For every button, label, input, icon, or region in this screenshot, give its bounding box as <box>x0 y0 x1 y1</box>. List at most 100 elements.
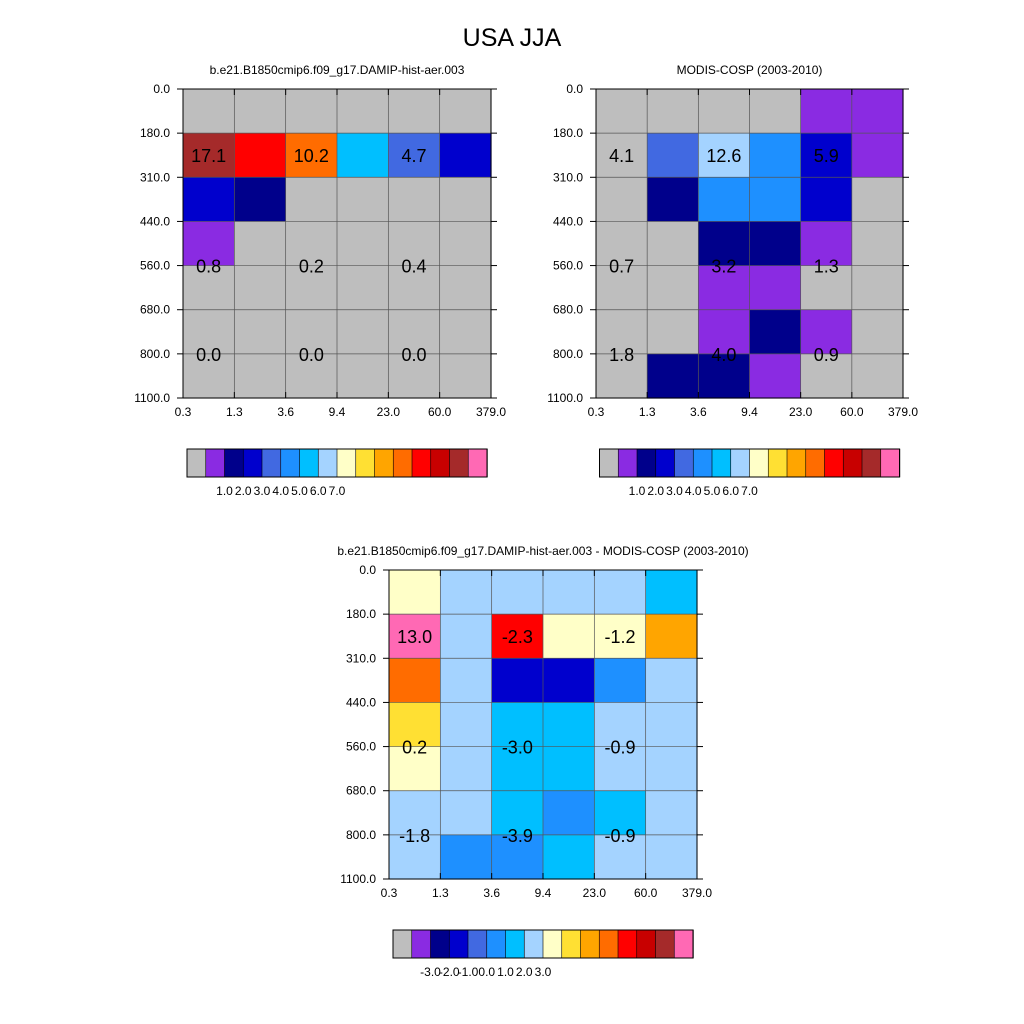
colorbar-swatch <box>598 929 619 959</box>
cells <box>389 570 698 880</box>
cell <box>337 133 389 178</box>
x-tick-label: 60.0 <box>634 886 658 900</box>
x-tick-label: 9.4 <box>535 886 552 900</box>
cell-value: 4.1 <box>609 146 634 166</box>
cell <box>337 265 389 311</box>
cell <box>596 353 648 399</box>
grid-lines <box>389 570 697 879</box>
cell <box>749 353 802 399</box>
cell <box>183 133 235 178</box>
cell <box>596 133 648 178</box>
colorbar: 1.0 2.0 3.0 4.0 5.0 6.0 7.0 <box>599 448 901 498</box>
colorbar-label: 6.0 <box>722 484 739 498</box>
x-tick-label: 9.4 <box>741 405 758 419</box>
cell <box>749 309 802 355</box>
y-tick-label: 680.0 <box>140 303 170 317</box>
colorbar-swatch <box>861 448 882 478</box>
cell <box>596 265 648 311</box>
colorbar-label: 2.0 <box>647 484 664 498</box>
cell <box>647 177 699 223</box>
cell <box>800 353 853 399</box>
cell-value: -0.9 <box>604 826 635 846</box>
colorbar-swatch <box>692 448 713 478</box>
colorbar-swatch <box>617 448 638 478</box>
colorbar-swatch <box>411 448 432 478</box>
cell <box>234 265 287 311</box>
cell <box>389 570 441 615</box>
panel-title: b.e21.B1850cmip6.f09_g17.DAMIP-hist-aer.… <box>210 63 465 77</box>
cell <box>389 746 441 792</box>
cell-value: 1.3 <box>814 257 839 277</box>
cell <box>596 89 648 134</box>
cell <box>851 353 904 399</box>
colorbar-swatch <box>430 448 451 478</box>
colorbar-swatch <box>636 929 657 959</box>
cell <box>234 353 287 399</box>
colorbar-swatch <box>505 929 525 959</box>
y-tick-label: 180.0 <box>553 126 583 140</box>
cell <box>285 309 338 355</box>
colorbar-swatch <box>580 929 600 959</box>
cell <box>388 309 441 355</box>
cell <box>183 177 235 223</box>
x-tick-label: 9.4 <box>329 405 346 419</box>
x-tick-label: 23.0 <box>377 405 401 419</box>
cell <box>234 309 287 355</box>
colorbar-swatch <box>674 448 694 478</box>
cell <box>800 133 853 178</box>
cell <box>698 353 751 399</box>
cell <box>647 265 699 311</box>
cell <box>698 309 751 355</box>
cell <box>645 658 698 704</box>
cell-value: -3.0 <box>502 738 533 758</box>
cell <box>543 834 595 880</box>
cell <box>337 177 389 223</box>
colorbar-label: -3.0 <box>420 965 441 979</box>
cell <box>183 89 235 134</box>
cell <box>285 133 338 178</box>
panel-title: MODIS-COSP (2003-2010) <box>677 63 823 77</box>
cell <box>285 177 338 223</box>
cell <box>439 133 492 178</box>
cell <box>596 309 648 355</box>
cell <box>543 790 595 836</box>
cell <box>645 834 698 880</box>
cell <box>337 221 389 267</box>
colorbar-swatch <box>467 448 488 478</box>
cell <box>439 221 492 267</box>
colorbar-label: 1.0 <box>216 484 233 498</box>
y-tick-label: 180.0 <box>140 126 170 140</box>
cell <box>285 221 338 267</box>
cell <box>800 89 853 134</box>
cell <box>440 570 493 615</box>
cell <box>749 221 802 267</box>
colorbar-swatch <box>730 448 751 478</box>
x-tick-label: 23.0 <box>789 405 813 419</box>
cell <box>543 658 595 704</box>
cell <box>800 177 853 223</box>
cell-value: 4.0 <box>711 345 736 365</box>
y-tick-label: 680.0 <box>553 303 583 317</box>
y-tick-label: 0.0 <box>566 82 583 96</box>
colorbar-swatch <box>542 929 563 959</box>
x-tick-label: 0.3 <box>588 405 605 419</box>
cell <box>491 746 544 792</box>
colorbar-label: 3.0 <box>535 965 552 979</box>
cell-value: 10.2 <box>294 146 329 166</box>
cell <box>440 614 493 659</box>
y-tick-label: 560.0 <box>553 259 583 273</box>
cell <box>491 614 544 659</box>
colorbar-label: 5.0 <box>291 484 308 498</box>
grid-lines <box>183 89 491 398</box>
cell <box>234 89 287 134</box>
cell <box>645 746 698 792</box>
colorbar-frame <box>392 929 694 959</box>
panel-title: b.e21.B1850cmip6.f09_g17.DAMIP-hist-aer.… <box>337 544 748 558</box>
colorbar-swatch <box>186 448 207 478</box>
y-tick-label: 440.0 <box>346 695 376 709</box>
cell-value: 1.8 <box>609 345 634 365</box>
colorbar-swatch <box>523 929 544 959</box>
cell <box>234 221 287 267</box>
cell <box>647 309 699 355</box>
cell <box>543 746 595 792</box>
